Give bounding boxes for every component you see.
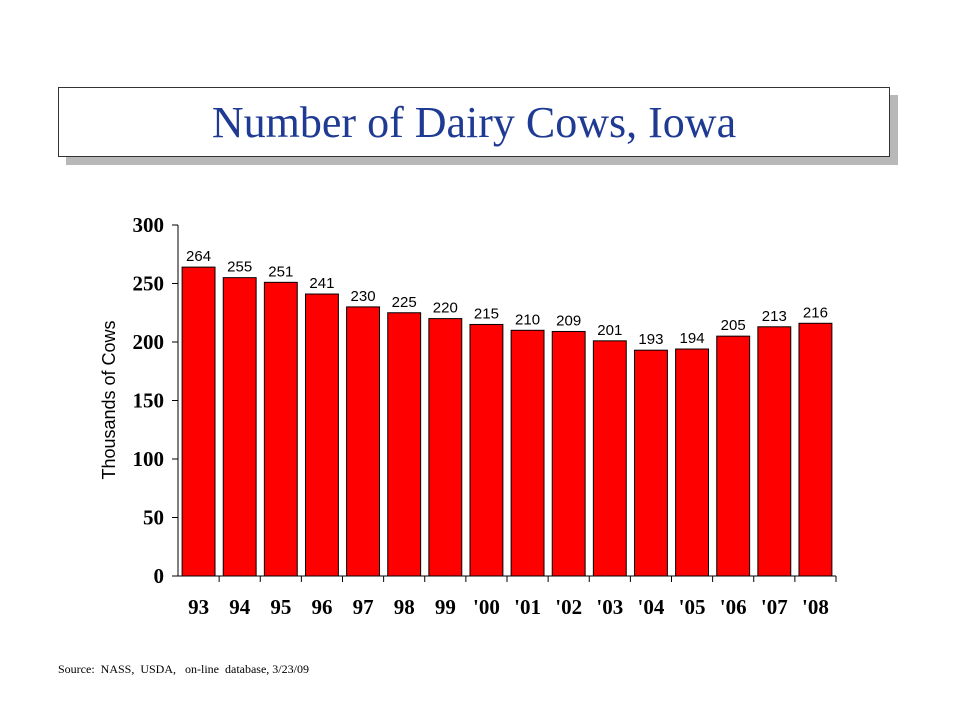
bar-97	[346, 306, 381, 577]
data-label: 241	[309, 275, 334, 292]
title-box: Number of Dairy Cows, Iowa	[58, 87, 890, 157]
data-label: 216	[803, 304, 828, 321]
bar-'06	[716, 335, 751, 577]
bar-96	[304, 293, 339, 577]
x-tick-label: 99	[435, 595, 456, 619]
y-tick-label: 250	[133, 272, 165, 296]
y-tick-label: 150	[133, 389, 165, 413]
bar-'07	[757, 326, 792, 577]
x-tick-label: '00	[473, 595, 500, 619]
x-tick-label: '05	[679, 595, 706, 619]
x-tick-label: 94	[229, 595, 251, 619]
data-label: 194	[680, 330, 705, 347]
bar-93	[181, 266, 216, 577]
x-tick-label: '06	[720, 595, 747, 619]
bar-'01	[510, 329, 545, 577]
bar-95	[263, 281, 298, 577]
x-tick-label: '01	[514, 595, 541, 619]
data-label: 215	[474, 305, 499, 322]
y-tick-label: 50	[143, 506, 164, 530]
bar-'03	[592, 340, 627, 577]
x-tick-label: '04	[638, 595, 665, 619]
data-label: 251	[268, 263, 293, 280]
x-tick-label: 96	[311, 595, 332, 619]
data-label: 209	[556, 312, 581, 329]
bar-'05	[675, 348, 710, 577]
data-label: 213	[762, 308, 787, 325]
bar-'02	[551, 330, 586, 577]
data-label: 205	[721, 317, 746, 334]
x-tick-label: 98	[394, 595, 415, 619]
y-tick-label: 200	[133, 330, 165, 354]
x-tick-label: 93	[188, 595, 209, 619]
y-tick-label: 0	[154, 564, 165, 588]
bar-94	[222, 277, 257, 577]
data-label: 220	[433, 300, 458, 317]
x-tick-label: '03	[596, 595, 623, 619]
bar-'04	[633, 349, 668, 577]
data-label: 225	[392, 294, 417, 311]
data-label: 255	[227, 259, 252, 276]
bar-99	[428, 318, 463, 577]
x-tick-label: 97	[353, 595, 374, 619]
bar-'08	[798, 322, 833, 577]
chart-title: Number of Dairy Cows, Iowa	[211, 97, 737, 147]
y-tick-label: 300	[133, 213, 165, 237]
data-label: 264	[186, 248, 211, 265]
data-label: 230	[351, 288, 376, 305]
y-tick-label: 100	[133, 447, 165, 471]
data-label: 210	[515, 311, 540, 328]
data-label: 201	[597, 322, 622, 339]
data-label: 193	[638, 331, 663, 348]
y-axis-label: Thousands of Cows	[99, 320, 119, 479]
x-tick-label: '08	[802, 595, 829, 619]
x-tick-label: '02	[555, 595, 582, 619]
x-tick-label: 95	[270, 595, 291, 619]
x-tick-label: '07	[761, 595, 788, 619]
bar-'00	[469, 323, 504, 577]
source-note: Source: NASS, USDA, on-line database, 3/…	[58, 662, 309, 676]
bar-98	[387, 312, 422, 577]
